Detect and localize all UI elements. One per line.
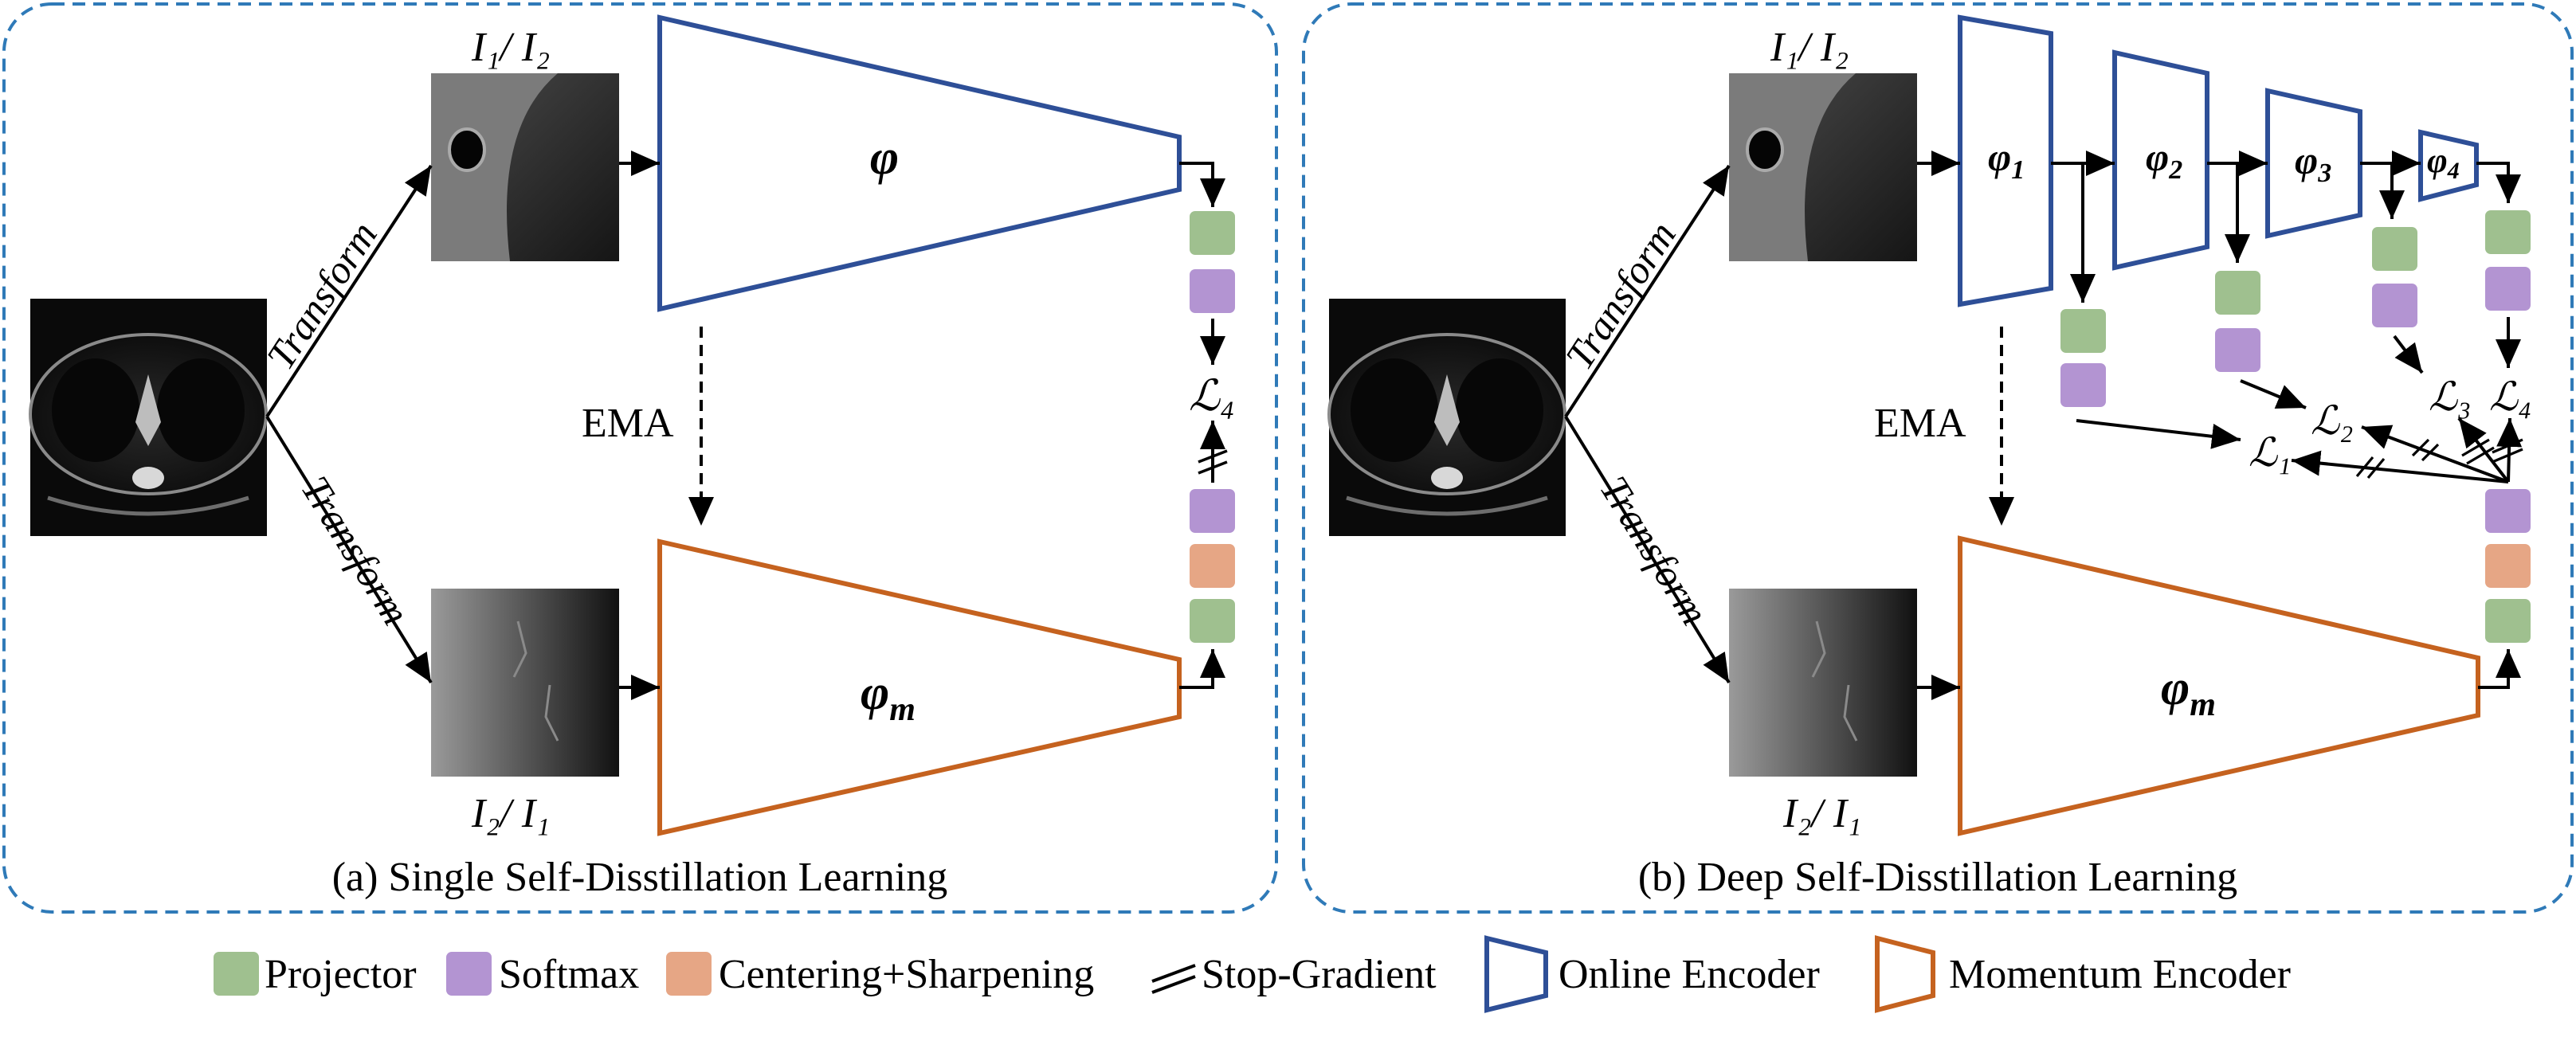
softmax-stage-2 [2215, 328, 2260, 372]
panel-a-border [2, 2, 1278, 914]
crop-image-top [431, 73, 619, 261]
momentum-encoder-label: φm [861, 666, 916, 728]
legend-projector-label: Projector [265, 952, 417, 997]
arrow-s1-loss1 [2076, 419, 2241, 449]
legend-projector-swatch [214, 952, 259, 996]
input-label-top: I₁/ I₂ [471, 25, 550, 70]
momentum-output-arrow [1179, 649, 1225, 689]
arrow-s2-loss2 [2240, 379, 2307, 409]
softmax-box-m-b [2485, 489, 2531, 533]
transform-label-top-b: Transform [1556, 213, 1684, 377]
centering-box-b [2485, 544, 2531, 588]
momentum-output-arrow-b [2478, 649, 2521, 689]
legend-softmax-swatch [446, 952, 492, 996]
panel-b-border [1302, 2, 2574, 914]
arrow-t-loss4 [2496, 417, 2523, 483]
encoder-stage-4-label: φ4 [2427, 141, 2460, 184]
arrow-t-loss3 [2457, 417, 2510, 483]
online-encoder-label: φ [870, 131, 899, 185]
branch-4 [2476, 162, 2521, 203]
projector-stage-2 [2215, 271, 2260, 315]
loss-3: ℒ₃ [2429, 374, 2471, 419]
softmax-stage-3 [2372, 284, 2417, 327]
ct-scan-image [29, 299, 268, 536]
softmax-box-m [1190, 489, 1235, 533]
online-encoder [657, 14, 1182, 312]
momentum-encoder-label-b: φm [2161, 661, 2216, 723]
legend: Projector Softmax Centering+Sharpening S… [214, 935, 2291, 1013]
projector-stage-4 [2485, 210, 2531, 254]
centering-box [1190, 544, 1235, 588]
crop-image-bottom-b [1729, 589, 1917, 777]
ema-label: EMA [582, 401, 674, 446]
legend-online-encoder-label: Online Encoder [1559, 952, 1820, 997]
encoder-stage-2-label: φ2 [2146, 135, 2182, 185]
encoder-stage-3 [2265, 88, 2362, 239]
transform-label-bottom: Transform [292, 468, 418, 632]
transform-arrow-bottom-b [1564, 415, 1731, 684]
legend-momentum-encoder-icon [1875, 935, 1935, 1013]
loss-1: ℒ₁ [2249, 430, 2291, 475]
softmax-stage-1 [2060, 363, 2106, 407]
encoder-stage-1-label: φ1 [1988, 135, 2025, 185]
stop-gradient-marks-b [2355, 438, 2523, 479]
loss-2: ℒ₂ [2311, 398, 2353, 443]
momentum-encoder-b [1958, 535, 2480, 836]
input-label-bottom: I₂/ I₁ [471, 791, 550, 836]
panel-b-caption: (b) Deep Self-Disstillation Learning [1638, 855, 2237, 900]
arrow-s3-loss3 [2393, 335, 2424, 374]
momentum-encoder [657, 538, 1182, 836]
softmax-stage-4 [2485, 267, 2531, 311]
projector-box-m [1190, 599, 1235, 643]
projector-stage-3 [2372, 227, 2417, 271]
ema-label-b: EMA [1874, 401, 1966, 446]
transform-arrow-top [265, 164, 433, 418]
legend-softmax-label: Softmax [499, 952, 639, 997]
legend-momentum-encoder-label: Momentum Encoder [1949, 952, 2291, 997]
loss-4: ℒ₄ [2489, 374, 2531, 419]
input-label-bottom-b: I₂/ I₁ [1782, 791, 1861, 836]
input-label-top-b: I₁/ I₂ [1770, 25, 1849, 70]
crop-image-bottom [431, 589, 619, 777]
projector-stage-1 [2060, 309, 2106, 353]
projector-box [1190, 211, 1235, 255]
arrow-t-loss1 [2291, 450, 2509, 483]
panel-a: Transform Transform I₁/ I₂ I₂/ I₁ φ φm E… [2, 2, 1278, 914]
encoder-stage-4 [2418, 129, 2479, 202]
arrow-t-loss2 [2361, 425, 2509, 483]
panel-b: Transform Transform I₁/ I₂ I₂/ I₁ φ1 φ2 … [1302, 2, 2574, 914]
legend-centering-label: Centering+Sharpening [719, 952, 1094, 997]
legend-centering-swatch [666, 952, 712, 996]
transform-arrow-top-b [1564, 164, 1731, 418]
legend-online-encoder-icon [1484, 935, 1548, 1013]
transform-label-bottom-b: Transform [1591, 468, 1717, 632]
encoder-stage-1 [1958, 14, 2053, 307]
encoder-stage-2 [2112, 49, 2209, 271]
panel-a-caption: (a) Single Self-Disstillation Learning [332, 855, 948, 900]
online-output-arrow [1179, 162, 1225, 207]
legend-stop-gradient-label: Stop-Gradient [1202, 952, 1437, 997]
softmax-box [1190, 269, 1235, 313]
crop-image-top-b [1729, 73, 1917, 261]
ct-scan-image-b [1327, 299, 1566, 536]
transform-label-top: Transform [257, 213, 385, 377]
encoder-stage-3-label: φ3 [2295, 138, 2331, 188]
stop-gradient-mark [1198, 449, 1228, 475]
legend-stop-gradient-icon [1151, 964, 1196, 994]
transform-arrow-bottom [265, 415, 433, 684]
loss-label: ℒ₄ [1189, 372, 1235, 420]
projector-box-m-b [2485, 599, 2531, 643]
